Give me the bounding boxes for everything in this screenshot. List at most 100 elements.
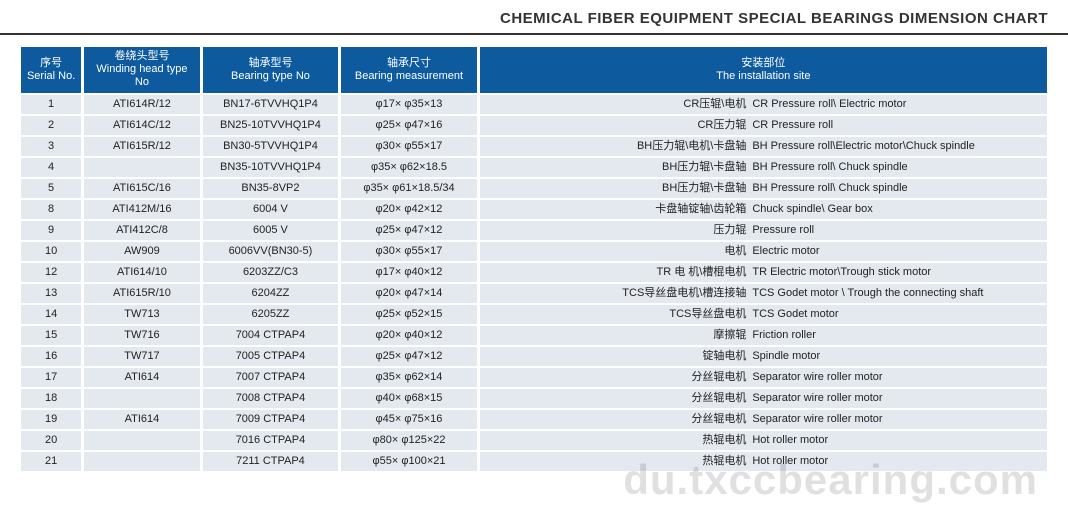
- cell-install: BH压力辊\卡盘轴BH Pressure roll\ Chuck spindle: [480, 158, 1047, 177]
- cell-measurement: φ25× φ52×15: [341, 305, 477, 324]
- table-row: 2ATI614C/12BN25-10TVVHQ1P4φ25× φ47×16CR压…: [21, 116, 1047, 135]
- cell-measurement: φ30× φ55×17: [341, 137, 477, 156]
- cell-measurement: φ45× φ75×16: [341, 410, 477, 429]
- cell-serial: 17: [21, 368, 81, 387]
- cell-install: TR 电 机\槽棍电机TR Electric motor\Trough stic…: [480, 263, 1047, 282]
- table-row: 15TW7167004 CTPAP4φ20× φ40×12摩擦辊Friction…: [21, 326, 1047, 345]
- cell-serial: 2: [21, 116, 81, 135]
- cell-bearing: 6005 V: [203, 221, 339, 240]
- cell-measurement: φ30× φ55×17: [341, 242, 477, 261]
- col-serial: 序号 Serial No.: [21, 47, 81, 93]
- cell-install: CR压辊\电机CR Pressure roll\ Electric motor: [480, 95, 1047, 114]
- cell-winding: ATI615R/12: [84, 137, 199, 156]
- cell-serial: 10: [21, 242, 81, 261]
- cell-measurement: φ35× φ61×18.5/34: [341, 179, 477, 198]
- table-row: 13ATI615R/106204ZZφ20× φ47×14TCS导丝盘电机\槽连…: [21, 284, 1047, 303]
- cell-install: TCS导丝盘电机TCS Godet motor: [480, 305, 1047, 324]
- cell-bearing: 6203ZZ/C3: [203, 263, 339, 282]
- install-cn: TR 电 机\槽棍电机: [488, 267, 753, 278]
- install-en: Hot roller motor: [752, 456, 1028, 467]
- cell-winding: TW716: [84, 326, 199, 345]
- install-en: Separator wire roller motor: [752, 414, 1028, 425]
- cell-install: 热辊电机Hot roller motor: [480, 431, 1047, 450]
- install-cn: 热辊电机: [488, 435, 753, 446]
- install-cn: CR压辊\电机: [488, 99, 753, 110]
- cell-serial: 3: [21, 137, 81, 156]
- cell-bearing: BN25-10TVVHQ1P4: [203, 116, 339, 135]
- install-en: BH Pressure roll\Electric motor\Chuck sp…: [752, 141, 1028, 152]
- install-en: BH Pressure roll\ Chuck spindle: [752, 183, 1028, 194]
- cell-winding: ATI614: [84, 368, 199, 387]
- cell-bearing: 7008 CTPAP4: [203, 389, 339, 408]
- install-en: BH Pressure roll\ Chuck spindle: [752, 162, 1028, 173]
- table-row: 21 7211 CTPAP4φ55× φ100×21 热辊电机Hot roller …: [21, 452, 1047, 471]
- cell-winding: TW717: [84, 347, 199, 366]
- table-row: 3ATI615R/12BN30-5TVVHQ1P4φ30× φ55×17BH压力…: [21, 137, 1047, 156]
- cell-bearing: 7211 CTPAP4: [203, 452, 339, 471]
- cell-serial: 21: [21, 452, 81, 471]
- cell-bearing: 6004 V: [203, 200, 339, 219]
- cell-install: 分丝辊电机Separator wire roller motor: [480, 410, 1047, 429]
- cell-winding: ATI614C/12: [84, 116, 199, 135]
- install-cn: 热辊电机: [488, 456, 753, 467]
- cell-measurement: φ17× φ35×13: [341, 95, 477, 114]
- cell-serial: 20: [21, 431, 81, 450]
- cell-bearing: BN30-5TVVHQ1P4: [203, 137, 339, 156]
- install-cn: BH压力辊\电机\卡盘轴: [488, 141, 753, 152]
- table-row: 19ATI6147009 CTPAP4φ45× φ75×16分丝辊电机Separ…: [21, 410, 1047, 429]
- table-row: 207016 CTPAP4φ80× φ125×22热辊电机Hot roller …: [21, 431, 1047, 450]
- cell-bearing: 6204ZZ: [203, 284, 339, 303]
- col-install: 安装部位 The installation site: [480, 47, 1047, 93]
- install-en: Chuck spindle\ Gear box: [752, 204, 1028, 215]
- install-cn: 分丝辊电机: [488, 414, 753, 425]
- install-cn: 摩擦辊: [488, 330, 753, 341]
- cell-install: BH压力辊\卡盘轴BH Pressure roll\ Chuck spindle: [480, 179, 1047, 198]
- install-en: Separator wire roller motor: [752, 393, 1028, 404]
- cell-bearing: 7007 CTPAP4: [203, 368, 339, 387]
- cell-winding: AW909: [84, 242, 199, 261]
- col-label-en: Bearing measurement: [345, 70, 473, 83]
- table-row: 10AW9096006VV(BN30-5)φ30× φ55×17 电机Electr…: [21, 242, 1047, 261]
- cell-winding: [84, 158, 199, 177]
- cell-bearing: 6205ZZ: [203, 305, 339, 324]
- cell-install: 锭轴电机Spindle motor: [480, 347, 1047, 366]
- col-label-en: Winding head type No: [88, 63, 195, 89]
- install-en: TR Electric motor\Trough stick motor: [752, 267, 1028, 278]
- cell-measurement: φ25× φ47×16: [341, 116, 477, 135]
- cell-winding: ATI614R/12: [84, 95, 199, 114]
- table-row: 16TW7177005 CTPAP4φ25× φ47×12锭轴电机Spindle…: [21, 347, 1047, 366]
- install-cn: 电机: [488, 246, 753, 257]
- table-row: 9ATI412C/86005 Vφ25× φ47×12压力辊Pressure r…: [21, 221, 1047, 240]
- cell-winding: TW713: [84, 305, 199, 324]
- install-en: Separator wire roller motor: [752, 372, 1028, 383]
- cell-serial: 14: [21, 305, 81, 324]
- table-row: 1ATI614R/12BN17-6TVVHQ1P4φ17× φ35×13CR压辊…: [21, 95, 1047, 114]
- table-container: 序号 Serial No. 卷绕头型号 Winding head type No…: [0, 45, 1068, 473]
- install-en: Electric motor: [752, 246, 1028, 257]
- install-en: TCS Godet motor \ Trough the connecting …: [752, 288, 1028, 299]
- cell-serial: 19: [21, 410, 81, 429]
- cell-winding: ATI412C/8: [84, 221, 199, 240]
- cell-install: 分丝辊电机Separator wire roller motor: [480, 389, 1047, 408]
- cell-install: CR压力辊CR Pressure roll: [480, 116, 1047, 135]
- cell-bearing: 6006VV(BN30-5): [203, 242, 339, 261]
- install-cn: TCS导丝盘电机: [488, 309, 753, 320]
- cell-winding: ATI412M/16: [84, 200, 199, 219]
- cell-measurement: φ25× φ47×12: [341, 221, 477, 240]
- cell-serial: 9: [21, 221, 81, 240]
- install-cn: 压力辊: [488, 225, 753, 236]
- table-row: 187008 CTPAP4φ40× φ68×15分丝辊电机Separator w…: [21, 389, 1047, 408]
- cell-serial: 1: [21, 95, 81, 114]
- cell-measurement: φ55× φ100×21: [341, 452, 477, 471]
- cell-install: BH压力辊\电机\卡盘轴BH Pressure roll\Electric mo…: [480, 137, 1047, 156]
- install-cn: BH压力辊\卡盘轴: [488, 183, 753, 194]
- cell-bearing: 7009 CTPAP4: [203, 410, 339, 429]
- cell-winding: ATI614: [84, 410, 199, 429]
- install-cn: 锭轴电机: [488, 351, 753, 362]
- cell-serial: 5: [21, 179, 81, 198]
- col-label-en: Bearing type No: [207, 70, 335, 83]
- install-cn: CR压力辊: [488, 120, 753, 131]
- cell-install: 压力辊Pressure roll: [480, 221, 1047, 240]
- col-label-cn: 安装部位: [484, 57, 1043, 70]
- col-bearing: 轴承型号 Bearing type No: [203, 47, 339, 93]
